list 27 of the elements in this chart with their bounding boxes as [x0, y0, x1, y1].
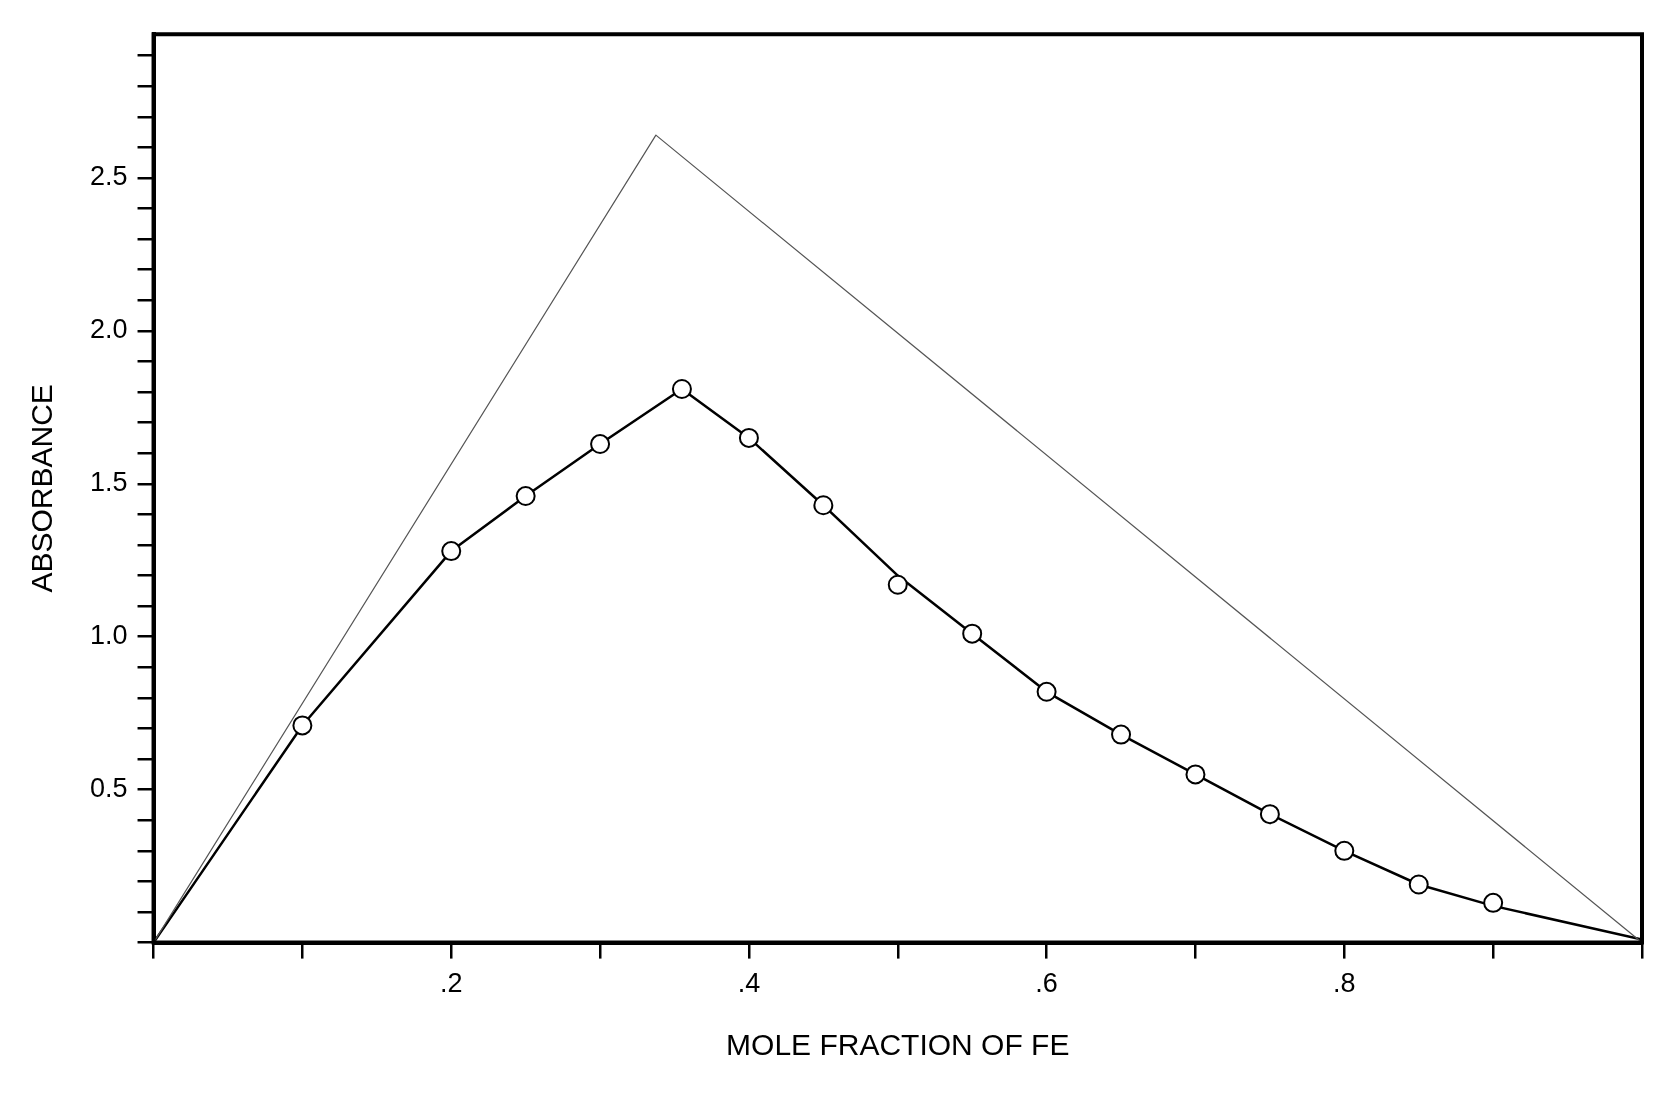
point: [441, 541, 462, 562]
point: [962, 623, 983, 644]
point: [1334, 840, 1355, 861]
point: [671, 379, 692, 399]
point: [813, 495, 834, 516]
x-tick-label: .4: [737, 968, 761, 999]
point: [1185, 764, 1206, 785]
point: [738, 427, 759, 448]
x-tick-label: .6: [1035, 968, 1058, 999]
point: [1259, 804, 1280, 825]
point: [1483, 892, 1504, 913]
y-tick-label: 2.0: [89, 314, 128, 345]
x-tick-label: .2: [439, 968, 463, 999]
point: [292, 715, 313, 736]
y-tick-label: 1.0: [89, 620, 128, 651]
y-tick-label: 2.5: [89, 161, 128, 192]
x-tick-label: .8: [1333, 968, 1356, 999]
point: [1036, 681, 1057, 702]
point: [515, 486, 536, 507]
y-tick-label: 0.5: [89, 773, 128, 804]
y-tick-label: 1.5: [89, 467, 128, 498]
point: [1408, 874, 1429, 895]
point: [1111, 724, 1132, 745]
point: [590, 434, 611, 455]
point: [887, 574, 908, 595]
y-axis-title: ABSORBANCE: [25, 384, 59, 593]
x-axis-title: MOLE FRACTION OF FE: [726, 1028, 1070, 1062]
